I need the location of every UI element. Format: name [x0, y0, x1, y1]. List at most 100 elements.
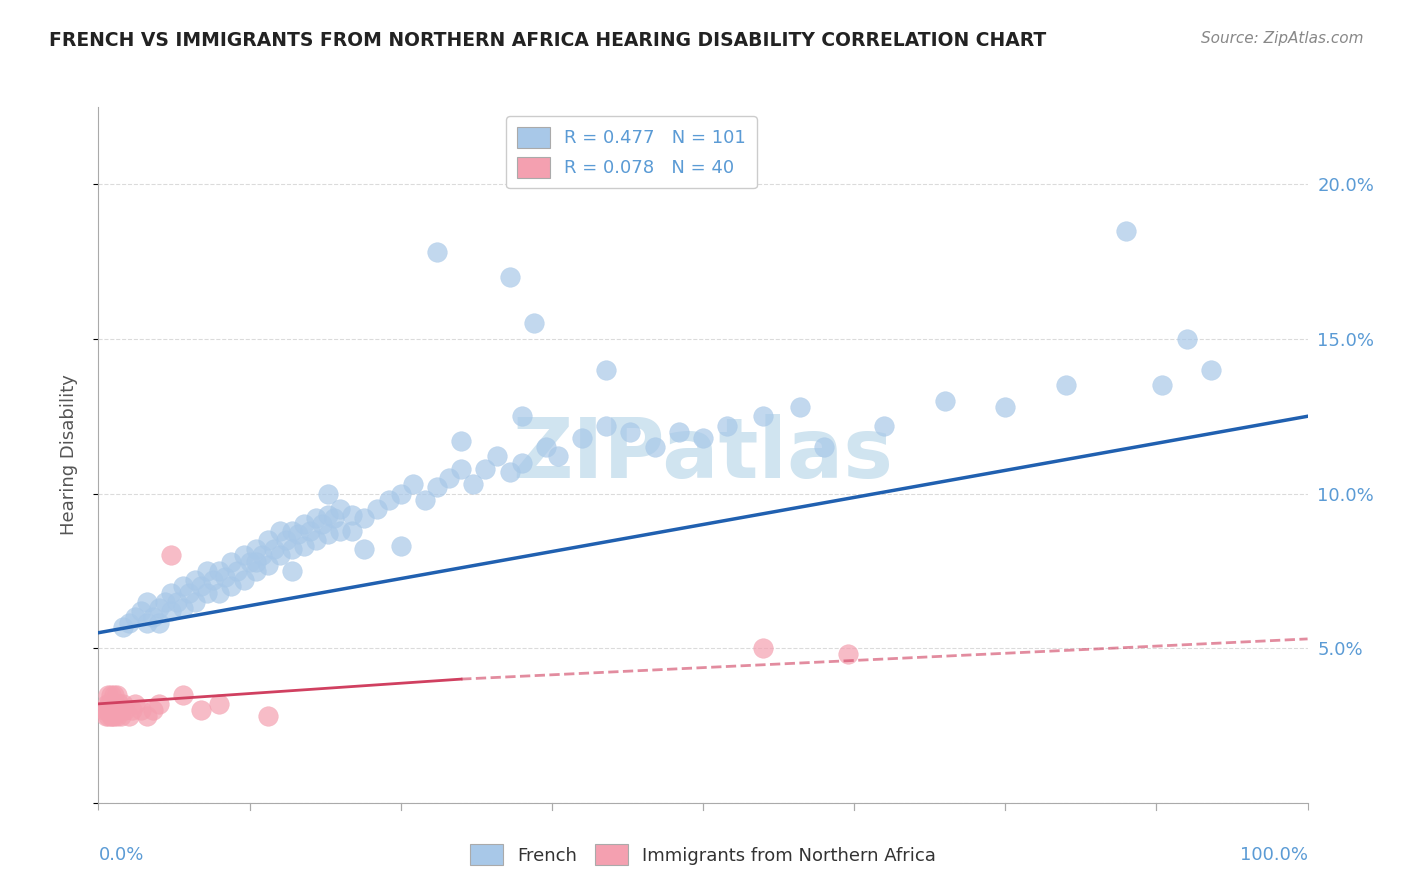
Point	[534, 440, 557, 454]
Point	[195, 585, 218, 599]
Point	[316, 526, 339, 541]
Point	[160, 585, 183, 599]
Point	[426, 480, 449, 494]
Point	[595, 418, 617, 433]
Point	[256, 558, 278, 572]
Point	[179, 585, 201, 599]
Y-axis label: Hearing Disability: Hearing Disability	[59, 375, 77, 535]
Point	[1152, 378, 1174, 392]
Point	[190, 703, 212, 717]
Point	[142, 703, 165, 717]
Point	[498, 465, 520, 479]
Text: Source: ZipAtlas.com: Source: ZipAtlas.com	[1201, 31, 1364, 46]
Point	[190, 579, 212, 593]
Point	[96, 697, 118, 711]
Point	[571, 431, 593, 445]
Point	[281, 524, 304, 538]
Point	[595, 363, 617, 377]
Point	[148, 616, 170, 631]
Point	[389, 539, 412, 553]
Point	[135, 616, 157, 631]
Point	[498, 270, 520, 285]
Point	[547, 450, 569, 464]
Point	[474, 462, 496, 476]
Point	[111, 619, 134, 633]
Point	[153, 595, 176, 609]
Point	[353, 542, 375, 557]
Point	[94, 709, 117, 723]
Point	[96, 703, 118, 717]
Point	[413, 492, 436, 507]
Point	[437, 471, 460, 485]
Point	[668, 425, 690, 439]
Point	[366, 502, 388, 516]
Point	[105, 688, 128, 702]
Point	[1115, 224, 1137, 238]
Point	[789, 400, 811, 414]
Point	[256, 533, 278, 547]
Point	[523, 317, 546, 331]
Point	[510, 409, 533, 424]
Point	[619, 425, 641, 439]
Point	[692, 431, 714, 445]
Point	[93, 703, 115, 717]
Text: 0.0%: 0.0%	[98, 847, 143, 864]
Point	[274, 533, 297, 547]
Point	[402, 477, 425, 491]
Point	[184, 573, 207, 587]
Point	[97, 688, 120, 702]
Point	[195, 564, 218, 578]
Point	[311, 517, 333, 532]
Point	[263, 542, 285, 557]
Point	[752, 641, 775, 656]
Point	[292, 517, 315, 532]
Point	[124, 610, 146, 624]
Point	[232, 549, 254, 563]
Point	[121, 703, 143, 717]
Point	[101, 697, 124, 711]
Point	[172, 601, 194, 615]
Point	[184, 595, 207, 609]
Point	[287, 526, 309, 541]
Point	[107, 703, 129, 717]
Point	[510, 456, 533, 470]
Point	[463, 477, 485, 491]
Point	[160, 549, 183, 563]
Point	[208, 564, 231, 578]
Point	[111, 697, 134, 711]
Point	[245, 555, 267, 569]
Point	[316, 508, 339, 523]
Point	[226, 564, 249, 578]
Text: FRENCH VS IMMIGRANTS FROM NORTHERN AFRICA HEARING DISABILITY CORRELATION CHART: FRENCH VS IMMIGRANTS FROM NORTHERN AFRIC…	[49, 31, 1046, 50]
Point	[716, 418, 738, 433]
Point	[114, 703, 136, 717]
Point	[342, 508, 364, 523]
Point	[172, 579, 194, 593]
Point	[100, 709, 122, 723]
Point	[837, 648, 859, 662]
Point	[299, 524, 322, 538]
Point	[389, 486, 412, 500]
Point	[105, 709, 128, 723]
Point	[934, 393, 956, 408]
Point	[98, 703, 121, 717]
Point	[202, 573, 225, 587]
Point	[281, 542, 304, 557]
Point	[108, 703, 131, 717]
Point	[1199, 363, 1222, 377]
Point	[148, 697, 170, 711]
Point	[1175, 332, 1198, 346]
Point	[873, 418, 896, 433]
Point	[101, 703, 124, 717]
Point	[148, 601, 170, 615]
Point	[245, 542, 267, 557]
Point	[208, 697, 231, 711]
Point	[142, 610, 165, 624]
Point	[129, 604, 152, 618]
Point	[100, 703, 122, 717]
Point	[232, 573, 254, 587]
Point	[342, 524, 364, 538]
Point	[250, 549, 273, 563]
Point	[108, 697, 131, 711]
Point	[160, 604, 183, 618]
